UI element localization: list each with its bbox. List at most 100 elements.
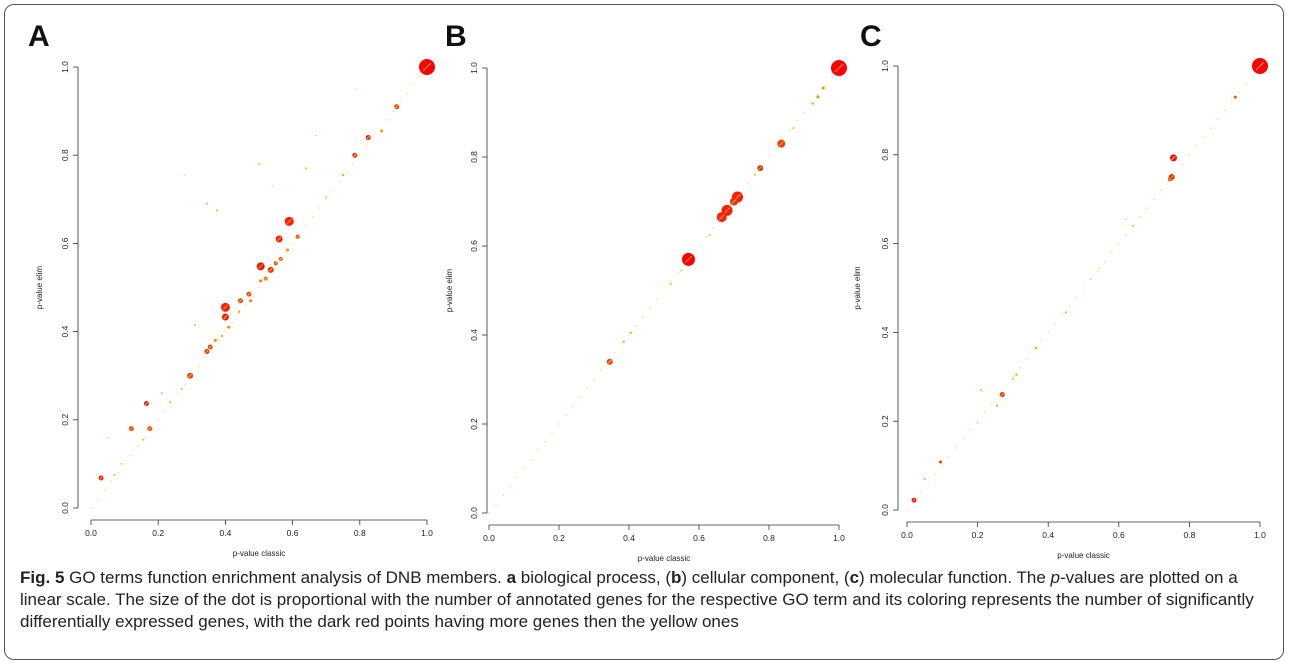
diagonal-dot: [1068, 304, 1071, 307]
panel-label-b: B: [445, 20, 467, 53]
y-tick-label: 0.8: [880, 149, 890, 161]
caption-a: a: [506, 568, 517, 587]
y-tick-label: 1.0: [880, 60, 890, 72]
caption-c: c: [849, 568, 860, 587]
diagonal-dot: [96, 498, 99, 501]
diagonal-dot: [1096, 269, 1099, 272]
y-tick-label: 0.6: [60, 237, 70, 249]
data-point: [816, 95, 820, 99]
diagonal-dot: [1124, 233, 1127, 236]
diagonal-dot: [1082, 287, 1085, 289]
diagonal-dot: [1103, 260, 1106, 263]
y-tick-label: 0.6: [880, 237, 890, 249]
y-tick-label: 0.4: [880, 326, 890, 338]
diagonal-dot: [948, 455, 951, 458]
diagonal-dot: [955, 446, 958, 449]
diagonal-dot: [997, 393, 1000, 396]
data-point-highlight: [238, 299, 243, 303]
data-point-highlight: [208, 345, 212, 349]
diagonal-dot: [495, 503, 497, 505]
data-point: [923, 477, 926, 480]
data-point: [205, 202, 208, 205]
diagonal-dot: [1054, 322, 1057, 325]
data-point-highlight: [247, 292, 251, 296]
x-axis-label: p-value classic: [638, 554, 690, 563]
x-tick-label: 0.2: [152, 528, 164, 538]
panel-label-a: A: [28, 20, 50, 53]
diagonal-dot: [298, 233, 301, 236]
diagonal-dot: [1195, 145, 1198, 147]
data-point: [980, 389, 983, 392]
y-tick-label: 0.8: [60, 149, 70, 161]
diagonal-dot: [712, 227, 714, 230]
x-tick-label: 1.0: [833, 533, 845, 543]
caption-text-5: -values are plotted on a linear scale. T…: [20, 568, 1254, 631]
data-point: [996, 404, 999, 407]
diagonal-dot: [338, 180, 341, 183]
diagonal-dot: [962, 438, 965, 440]
data-point-highlight: [264, 277, 268, 280]
diagonal-dot: [311, 216, 314, 218]
data-point: [1064, 311, 1067, 314]
data-point: [341, 173, 345, 177]
diagonal-dot: [698, 245, 700, 247]
diagonal-dot: [90, 507, 92, 509]
y-tick-label: 0.0: [469, 507, 479, 519]
data-point: [939, 460, 943, 464]
diagonal-dot: [976, 420, 979, 423]
diagonal-dot: [810, 102, 812, 105]
diagonal-dot: [1223, 109, 1226, 112]
diagonal-dot: [747, 182, 749, 185]
diagonal-dot: [628, 334, 630, 336]
y-tick-label: 0.2: [60, 414, 70, 426]
diagonal-dot: [130, 454, 133, 456]
data-point: [142, 438, 145, 441]
data-point-highlight: [286, 218, 292, 224]
diagonal-dot: [523, 467, 525, 470]
diagonal-dot: [1202, 136, 1205, 138]
data-point-highlight: [353, 153, 357, 157]
diagonal-dot: [1033, 349, 1035, 352]
diagonal-dot: [530, 458, 532, 461]
y-tick-label: 0.8: [469, 151, 479, 163]
x-tick-label: 0.6: [1113, 530, 1125, 540]
diagonal-dot: [1153, 198, 1155, 201]
diagonal-dot: [1075, 295, 1078, 298]
data-point: [811, 102, 814, 105]
caption-text-1: GO terms function enrichment analysis of…: [64, 568, 507, 587]
data-point: [792, 127, 795, 130]
diagonal-dot: [244, 304, 247, 307]
diagonal-dot: [768, 156, 770, 158]
diagonal-dot: [586, 387, 588, 390]
diagonal-dot: [332, 189, 334, 192]
data-point: [1098, 267, 1101, 269]
x-axis-label: p-value classic: [233, 549, 285, 558]
data-point: [1125, 218, 1127, 220]
diagonal-dot: [565, 414, 567, 416]
data-point-highlight: [1168, 177, 1172, 181]
x-tick-label: 0.8: [354, 528, 366, 538]
diagonal-dot: [1146, 207, 1148, 209]
diagonal-dot: [614, 351, 616, 354]
x-axis-label: p-value classic: [1057, 551, 1109, 560]
data-point: [1011, 378, 1014, 381]
diagonal-dot: [670, 280, 672, 283]
x-tick-label: 1.0: [421, 528, 433, 538]
data-point: [107, 436, 109, 439]
diagonal-dot: [600, 369, 602, 372]
data-point: [821, 86, 825, 90]
x-tick-label: 0.8: [763, 533, 775, 543]
diagonal-dot: [184, 383, 186, 386]
x-tick-label: 0.2: [553, 533, 565, 543]
diagonal-dot: [157, 418, 160, 421]
diagonal-dot: [990, 402, 993, 405]
data-point-highlight: [277, 236, 282, 242]
diagonal-dot: [969, 429, 972, 431]
diagonal-dot: [663, 289, 665, 292]
diagonal-dot: [635, 325, 637, 327]
diagonal-dot: [1244, 82, 1247, 85]
diagonal-dot: [1012, 375, 1014, 378]
diagonal-dot: [1004, 384, 1007, 387]
data-point-highlight: [607, 359, 612, 364]
